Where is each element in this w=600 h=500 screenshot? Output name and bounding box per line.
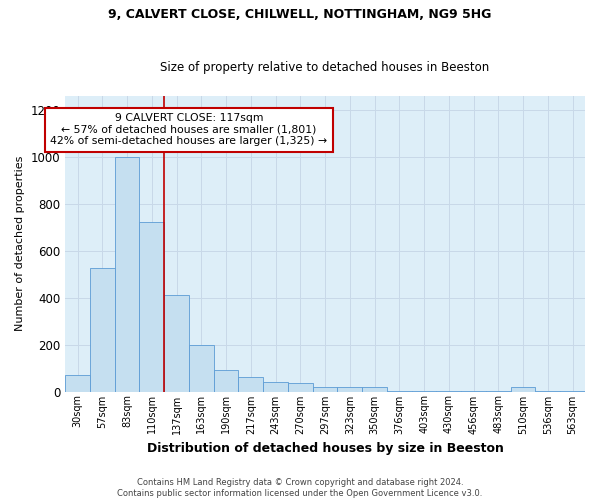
- Bar: [164, 295, 189, 392]
- Bar: [511, 388, 535, 392]
- Bar: [115, 156, 139, 392]
- Bar: [362, 387, 387, 392]
- Y-axis label: Number of detached properties: Number of detached properties: [15, 156, 25, 331]
- X-axis label: Distribution of detached houses by size in Beeston: Distribution of detached houses by size …: [146, 442, 503, 455]
- Bar: [436, 391, 461, 392]
- Bar: [90, 268, 115, 392]
- Bar: [461, 391, 486, 392]
- Text: 9 CALVERT CLOSE: 117sqm
← 57% of detached houses are smaller (1,801)
42% of semi: 9 CALVERT CLOSE: 117sqm ← 57% of detache…: [50, 113, 328, 146]
- Bar: [486, 391, 511, 392]
- Text: 9, CALVERT CLOSE, CHILWELL, NOTTINGHAM, NG9 5HG: 9, CALVERT CLOSE, CHILWELL, NOTTINGHAM, …: [109, 8, 491, 20]
- Text: Contains HM Land Registry data © Crown copyright and database right 2024.
Contai: Contains HM Land Registry data © Crown c…: [118, 478, 482, 498]
- Bar: [189, 344, 214, 392]
- Bar: [387, 391, 412, 392]
- Bar: [313, 388, 337, 392]
- Bar: [139, 222, 164, 392]
- Bar: [560, 391, 585, 392]
- Bar: [214, 370, 238, 392]
- Bar: [238, 378, 263, 392]
- Bar: [337, 387, 362, 392]
- Title: Size of property relative to detached houses in Beeston: Size of property relative to detached ho…: [160, 60, 490, 74]
- Bar: [288, 384, 313, 392]
- Bar: [535, 391, 560, 392]
- Bar: [65, 375, 90, 392]
- Bar: [412, 391, 436, 392]
- Bar: [263, 382, 288, 392]
